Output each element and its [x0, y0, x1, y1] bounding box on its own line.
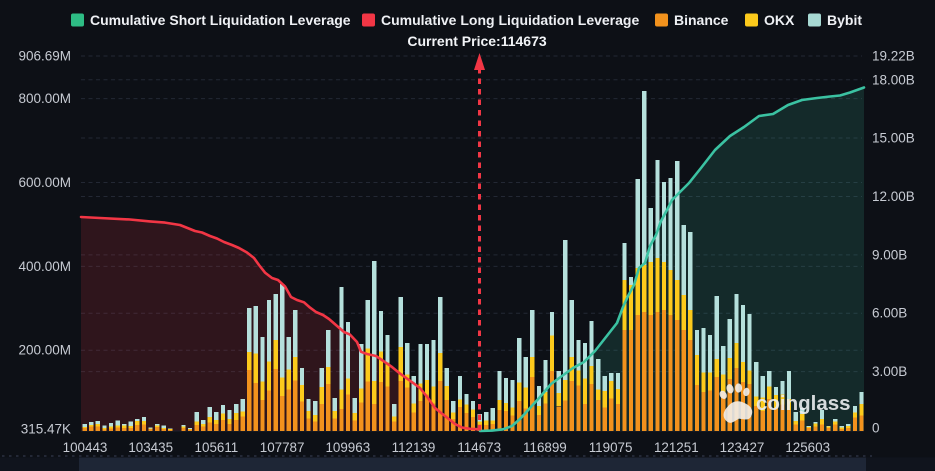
svg-text:315.47K: 315.47K	[21, 422, 71, 437]
svg-text:12.00B: 12.00B	[872, 189, 915, 204]
svg-text:100443: 100443	[63, 440, 108, 455]
svg-text:Cumulative Long Liquidation Le: Cumulative Long Liquidation Leverage	[381, 12, 639, 28]
svg-text:400.00M: 400.00M	[18, 259, 71, 274]
svg-text:Current Price:114673: Current Price:114673	[407, 33, 547, 49]
svg-text:123427: 123427	[720, 440, 765, 455]
svg-text:19.22B: 19.22B	[872, 49, 915, 64]
svg-text:109963: 109963	[325, 440, 370, 455]
svg-text:116899: 116899	[523, 440, 567, 455]
svg-text:114673: 114673	[457, 440, 501, 455]
svg-text:0: 0	[872, 421, 880, 436]
svg-text:112139: 112139	[392, 440, 436, 455]
svg-text:3.00B: 3.00B	[872, 364, 907, 379]
svg-text:107787: 107787	[260, 440, 305, 455]
svg-text:906.69M: 906.69M	[18, 49, 71, 64]
svg-text:119075: 119075	[589, 440, 633, 455]
svg-text:6.00B: 6.00B	[872, 306, 907, 321]
svg-text:9.00B: 9.00B	[872, 247, 907, 262]
svg-text:125603: 125603	[785, 440, 830, 455]
svg-text:Cumulative Short Liquidation L: Cumulative Short Liquidation Leverage	[90, 12, 351, 28]
svg-text:coinglass: coinglass	[756, 392, 851, 415]
svg-text:105611: 105611	[195, 440, 239, 455]
svg-text:OKX: OKX	[764, 12, 795, 28]
svg-text:103435: 103435	[128, 440, 173, 455]
svg-text:18.00B: 18.00B	[872, 72, 915, 87]
svg-text:200.00M: 200.00M	[18, 343, 71, 358]
svg-text:Binance: Binance	[674, 12, 729, 28]
svg-text:121251: 121251	[654, 440, 699, 455]
svg-text:600.00M: 600.00M	[18, 175, 71, 190]
svg-text:15.00B: 15.00B	[872, 131, 915, 146]
svg-text:800.00M: 800.00M	[18, 91, 71, 106]
svg-text:Bybit: Bybit	[827, 12, 862, 28]
